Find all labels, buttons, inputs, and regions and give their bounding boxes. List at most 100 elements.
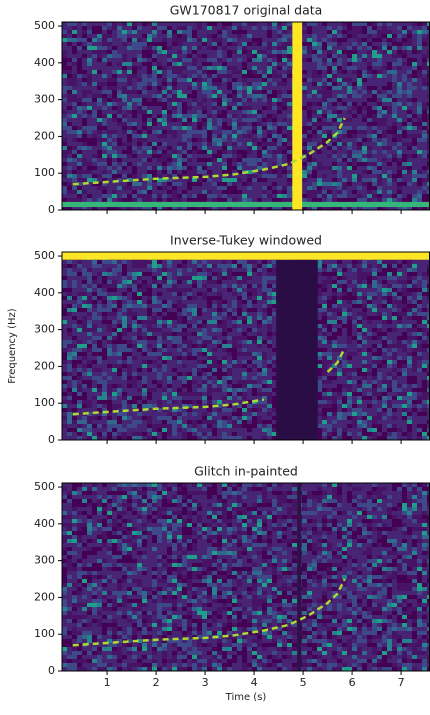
- noise-cell: [352, 94, 357, 98]
- noise-cell: [142, 118, 147, 122]
- noise-cell: [207, 280, 212, 284]
- noise-cell: [352, 292, 357, 296]
- noise-cell: [382, 106, 387, 110]
- noise-cell: [262, 324, 267, 328]
- noise-cell: [377, 50, 382, 54]
- noise-cell: [242, 110, 247, 114]
- chirp-track: [72, 117, 346, 186]
- noise-cell: [337, 154, 342, 158]
- noise-cell: [312, 106, 317, 110]
- noise-cell: [367, 268, 372, 272]
- noise-cell: [142, 50, 147, 54]
- noise-cell: [222, 308, 227, 312]
- noise-cell: [332, 166, 337, 170]
- noise-cell: [67, 296, 72, 300]
- noise-cell: [272, 288, 277, 292]
- noise-cell: [187, 86, 192, 90]
- noise-cell: [402, 178, 407, 182]
- noise-cell: [317, 138, 322, 142]
- noise-cell: [122, 268, 127, 272]
- noise-cell: [422, 62, 427, 66]
- noise-cell: [397, 316, 402, 320]
- noise-cell: [322, 86, 327, 90]
- noise-cell: [237, 280, 242, 284]
- noise-cell: [62, 38, 67, 42]
- noise-cell: [307, 94, 312, 98]
- noise-cell: [372, 62, 377, 66]
- noise-cell: [92, 26, 97, 30]
- noise-cell: [267, 94, 272, 98]
- noise-cell: [137, 320, 142, 324]
- noise-cell: [127, 90, 132, 94]
- noise-cell: [97, 272, 102, 276]
- noise-cell: [362, 34, 367, 38]
- noise-cell: [112, 186, 117, 190]
- noise-cell: [367, 154, 372, 158]
- noise-cell: [392, 304, 397, 308]
- noise-cell: [322, 122, 327, 126]
- noise-cell: [412, 82, 417, 86]
- noise-cell: [102, 304, 107, 308]
- noise-cell: [147, 78, 152, 82]
- noise-cell: [82, 272, 87, 276]
- noise-cell: [167, 284, 172, 288]
- noise-cell: [372, 130, 377, 134]
- noise-cell: [417, 174, 422, 178]
- noise-cell: [357, 98, 362, 102]
- noise-cell: [222, 74, 227, 78]
- noise-cell: [262, 292, 267, 296]
- noise-cell: [132, 300, 137, 304]
- noise-cell: [277, 114, 282, 118]
- noise-cell: [342, 58, 347, 62]
- noise-cell: [327, 146, 332, 150]
- noise-cell: [377, 62, 382, 66]
- noise-cell: [152, 110, 157, 114]
- noise-cell: [352, 320, 357, 324]
- noise-cell: [302, 102, 307, 106]
- noise-cell: [257, 42, 262, 46]
- noise-cell: [212, 284, 217, 288]
- noise-cell: [192, 74, 197, 78]
- noise-cell: [212, 142, 217, 146]
- noise-cell: [362, 288, 367, 292]
- noise-cell: [342, 150, 347, 154]
- noise-cell: [157, 182, 162, 186]
- noise-cell: [247, 178, 252, 182]
- noise-cell: [362, 30, 367, 34]
- noise-cell: [222, 292, 227, 296]
- noise-cell: [392, 150, 397, 154]
- noise-cell: [392, 178, 397, 182]
- noise-cell: [367, 324, 372, 328]
- noise-cell: [272, 30, 277, 34]
- noise-cell: [247, 292, 252, 296]
- noise-cell: [347, 134, 352, 138]
- noise-cell: [362, 182, 367, 186]
- noise-cell: [177, 134, 182, 138]
- noise-cell: [182, 94, 187, 98]
- noise-cell: [267, 34, 272, 38]
- noise-cell: [427, 158, 430, 162]
- noise-cell: [212, 328, 217, 332]
- noise-cell: [357, 126, 362, 130]
- noise-cell: [382, 142, 387, 146]
- noise-cell: [137, 42, 142, 46]
- noise-cell: [337, 110, 342, 114]
- noise-cell: [172, 30, 177, 34]
- noise-cell: [357, 62, 362, 66]
- noise-cell: [142, 102, 147, 106]
- noise-cell: [137, 324, 142, 328]
- noise-cell: [177, 118, 182, 122]
- noise-cell: [82, 30, 87, 34]
- noise-cell: [362, 300, 367, 304]
- noise-cell: [267, 170, 272, 174]
- noise-cell: [317, 122, 322, 126]
- noise-cell: [407, 280, 412, 284]
- noise-cell: [162, 292, 167, 296]
- noise-cell: [277, 142, 282, 146]
- noise-cell: [332, 288, 337, 292]
- noise-cell: [152, 34, 157, 38]
- noise-cell: [182, 328, 187, 332]
- noise-cell: [77, 268, 82, 272]
- noise-cell: [307, 74, 312, 78]
